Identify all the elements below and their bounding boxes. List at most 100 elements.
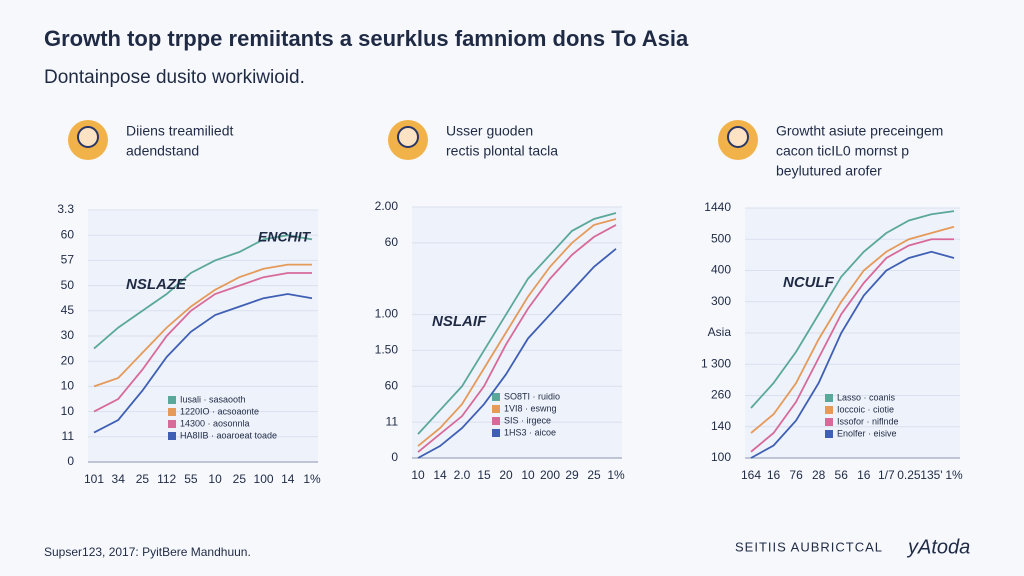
- y-tick-label: 10: [61, 404, 75, 418]
- y-tick-label: 100: [711, 450, 731, 464]
- series-line: [750, 238, 954, 453]
- legend-swatch: [492, 417, 500, 425]
- avatar-face: [397, 126, 419, 148]
- series-line: [750, 210, 955, 409]
- y-tick-label: 11: [62, 429, 75, 443]
- y-tick-label: 60: [385, 235, 399, 249]
- y-tick-label: 260: [711, 388, 731, 402]
- x-tick-label: 101: [84, 472, 104, 486]
- x-tick-label: 112: [157, 472, 176, 486]
- y-tick-label: 11: [386, 414, 399, 428]
- brand-mark: yAtoda: [906, 536, 970, 558]
- legend-label: HA8IIB · aoaroeat toade: [180, 430, 277, 440]
- subtitle: Dontainpose dusito workiwioid.: [44, 67, 305, 88]
- y-tick-label: 0: [391, 450, 398, 464]
- series-line: [417, 218, 617, 447]
- x-tick-label: 100: [254, 472, 274, 486]
- x-tick-label: 76: [789, 468, 803, 482]
- series-line: [417, 248, 617, 459]
- legend-swatch: [825, 394, 833, 402]
- y-tick-label: 2.00: [375, 199, 399, 213]
- legend-label: Lasso · coanis: [837, 392, 896, 402]
- legend-label: Issofor · niflnde: [837, 416, 899, 426]
- x-tick-label: 56: [835, 468, 849, 482]
- y-tick-label: 57: [61, 253, 75, 267]
- y-tick-label: 140: [711, 419, 731, 433]
- avatar-face: [77, 126, 99, 148]
- persona-text: adendstand: [126, 143, 199, 159]
- x-tick-label: 10: [411, 468, 425, 482]
- series-line: [93, 272, 312, 413]
- x-tick-label: 34: [112, 472, 126, 486]
- y-tick-label: 60: [385, 378, 399, 392]
- x-tick-label: 25: [587, 468, 601, 482]
- x-tick-label: 1%: [303, 472, 321, 486]
- legend-label: 1VI8 · eswng: [504, 403, 557, 413]
- x-tick-label: 14: [281, 472, 295, 486]
- x-tick-label: 25: [136, 472, 150, 486]
- legend-swatch: [825, 406, 833, 414]
- legend-swatch: [168, 396, 176, 404]
- x-tick-label: 0.25: [897, 468, 921, 482]
- legend-label: Enolfer · eisive: [837, 428, 897, 438]
- series-line: [93, 263, 312, 388]
- persona-text: Diiens treamiliedt: [126, 123, 233, 139]
- y-tick-label: 10: [61, 379, 75, 393]
- annotation: NSLAIF: [432, 313, 487, 330]
- y-tick-label: 45: [61, 303, 75, 317]
- series-line: [750, 250, 955, 459]
- y-tick-label: 500: [711, 231, 731, 245]
- persona-text: beylutured arofer: [776, 163, 882, 179]
- legend-swatch: [825, 418, 833, 426]
- annotation: ENCHIT: [258, 229, 312, 245]
- legend-label: 14300 · aosonnla: [180, 418, 250, 428]
- legend-swatch: [492, 429, 500, 437]
- persona-text: Growtht asiute preceingem: [776, 123, 943, 139]
- y-tick-label: 1440: [704, 200, 731, 214]
- series-line: [750, 225, 955, 434]
- legend-label: 1HS3 · aicoe: [504, 427, 556, 437]
- y-tick-label: 0: [67, 454, 74, 468]
- legend-swatch: [492, 405, 500, 413]
- legend-label: Iusali · sasaooth: [180, 394, 246, 404]
- legend-label: Ioccoic · ciotie: [837, 404, 894, 414]
- persona-text: cacon ticIL0 mornst p: [776, 143, 909, 159]
- y-tick-label: 1.00: [375, 307, 399, 321]
- series-line: [417, 224, 617, 453]
- y-tick-label: 60: [61, 227, 75, 241]
- persona-text: Usser guoden: [446, 123, 533, 139]
- x-tick-label: 10: [208, 472, 222, 486]
- legend-swatch: [168, 408, 176, 416]
- annotation: NSLAZE: [126, 276, 187, 293]
- annotation: NCULF: [783, 274, 835, 291]
- legend-swatch: [168, 432, 176, 440]
- legend-label: SIS · irgece: [504, 415, 551, 425]
- x-tick-label: 20: [499, 468, 513, 482]
- y-tick-label: 3.3: [57, 202, 74, 216]
- legend-label: 1220IO · acsoaonte: [180, 406, 259, 416]
- y-tick-label: 1.50: [375, 343, 399, 357]
- x-tick-label: 1%: [607, 468, 625, 482]
- x-tick-label: 15: [477, 468, 491, 482]
- x-tick-label: 55: [184, 472, 198, 486]
- y-tick-label: 300: [711, 294, 731, 308]
- x-tick-label: 1%: [945, 468, 963, 482]
- persona-text: rectis plontal tacla: [446, 143, 558, 159]
- x-tick-label: 164: [741, 468, 761, 482]
- y-tick-label: 1 300: [701, 356, 731, 370]
- x-tick-label: 16: [857, 468, 871, 482]
- series-line: [417, 212, 617, 435]
- series-line: [93, 293, 313, 434]
- x-tick-label: 10: [521, 468, 535, 482]
- y-tick-label: 400: [711, 263, 731, 277]
- x-tick-label: 200: [540, 468, 560, 482]
- legend-swatch: [825, 430, 833, 438]
- legend-swatch: [492, 393, 500, 401]
- legend-swatch: [168, 420, 176, 428]
- x-tick-label: 25: [233, 472, 247, 486]
- legend-label: SO8TI · ruidio: [504, 391, 560, 401]
- avatar-face: [727, 126, 749, 148]
- plot-area: [412, 207, 622, 458]
- y-tick-label: 30: [61, 328, 75, 342]
